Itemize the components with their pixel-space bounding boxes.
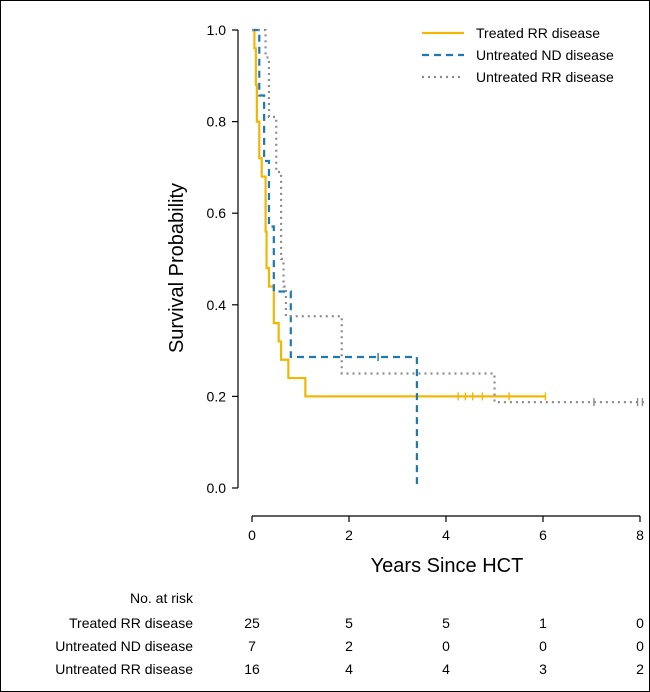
y-tick-label: 0.6 (207, 205, 227, 221)
legend: Treated RR disease Untreated ND disease Un… (422, 25, 614, 85)
risk-count: 0 (636, 615, 644, 631)
x-tick-label: 0 (248, 527, 256, 543)
axes-layer: 0.0 0.2 0.4 0.6 0.8 1.0 0 2 4 6 8 (207, 22, 645, 543)
legend-label-1: Untreated ND disease (476, 47, 614, 63)
y-tick-label: 0.4 (207, 297, 227, 313)
risk-row-label: Untreated ND disease (55, 638, 193, 654)
risk-count: 4 (345, 661, 353, 677)
legend-label-0: Treated RR disease (476, 25, 600, 41)
risk-count: 5 (345, 615, 353, 631)
risk-table-title: No. at risk (130, 590, 194, 606)
x-axis-title: Years Since HCT (371, 555, 524, 577)
risk-count: 1 (539, 615, 547, 631)
risk-count: 0 (636, 638, 644, 654)
legend-label-2: Untreated RR disease (476, 69, 614, 85)
y-tick-label: 0.0 (207, 480, 227, 496)
risk-row-label: Treated RR disease (69, 615, 193, 631)
series-layer (252, 28, 645, 488)
series-line-0 (252, 28, 546, 398)
risk-count: 7 (248, 638, 256, 654)
risk-count: 4 (442, 661, 450, 677)
y-tick-label: 0.2 (207, 388, 227, 404)
x-tick-label: 6 (539, 527, 547, 543)
risk-table: No. at risk Treated RR disease 25 5 5 1 0 Untre… (55, 590, 644, 677)
risk-count: 0 (539, 638, 547, 654)
x-tick-label: 2 (345, 527, 353, 543)
y-tick-label: 0.8 (207, 114, 227, 130)
series-line-2 (252, 28, 645, 404)
risk-count: 2 (345, 638, 353, 654)
y-tick-label: 1.0 (207, 22, 227, 38)
risk-count: 2 (636, 661, 644, 677)
risk-count: 3 (539, 661, 547, 677)
risk-count: 16 (244, 661, 260, 677)
risk-row-label: Untreated RR disease (55, 661, 193, 677)
risk-count: 25 (244, 615, 260, 631)
risk-count: 5 (442, 615, 450, 631)
x-tick-label: 4 (442, 527, 450, 543)
series-line-1 (252, 28, 418, 488)
y-axis-title: Survival Probability (166, 183, 188, 353)
risk-count: 0 (442, 638, 450, 654)
x-tick-label: 8 (636, 527, 644, 543)
